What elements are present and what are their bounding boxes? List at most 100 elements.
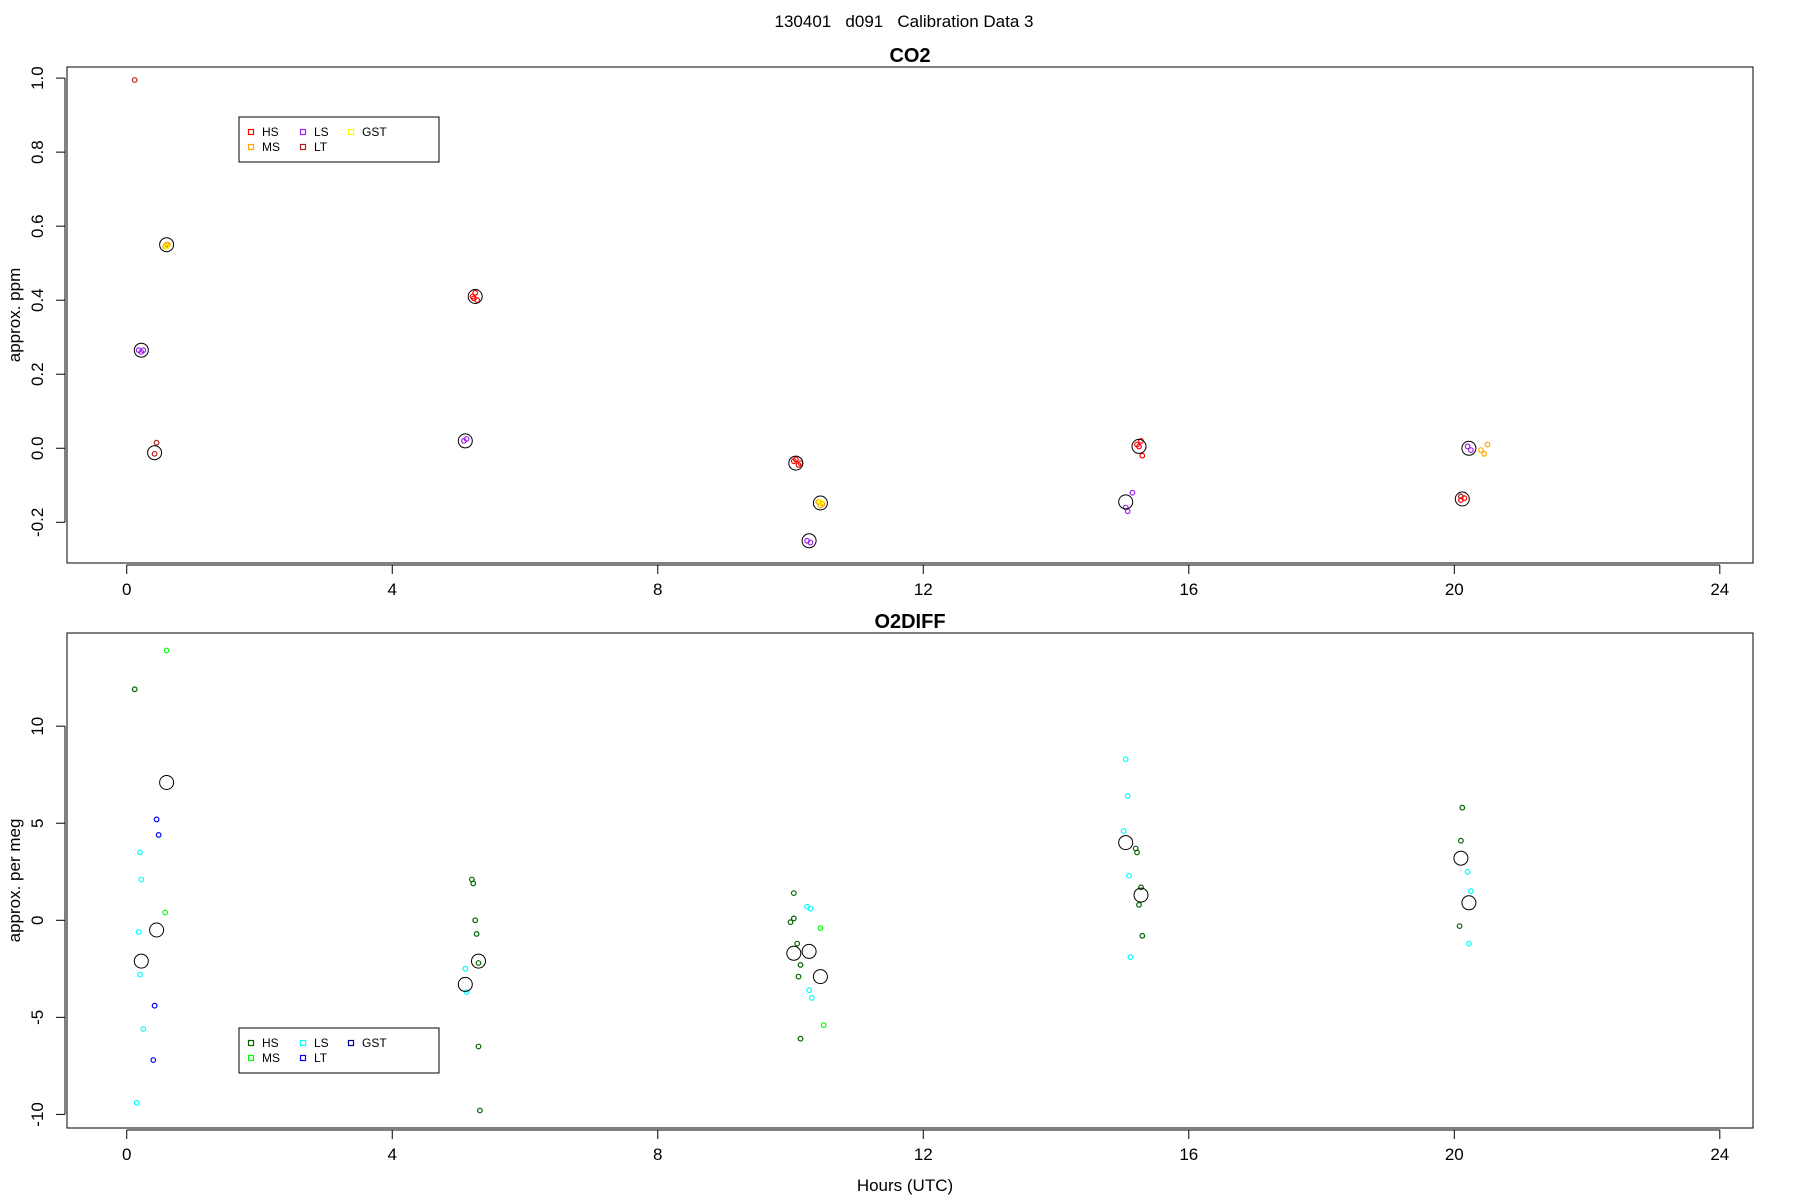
- mean-point: [159, 775, 175, 790]
- data-point-ls: [1127, 954, 1134, 961]
- data-point-ls: [140, 347, 147, 354]
- mean-point: [471, 953, 486, 969]
- y-tick-label: 0.0: [28, 436, 47, 460]
- data-point-hs: [794, 940, 801, 947]
- data-point-ls: [138, 876, 145, 883]
- data-point-ls: [1124, 793, 1131, 799]
- mean-point: [1454, 491, 1470, 507]
- y-tick-label: -5: [28, 1010, 47, 1025]
- data-point-ls: [807, 539, 814, 546]
- y-tick-label: 0.2: [28, 362, 47, 386]
- x-tick-label: 4: [388, 580, 397, 599]
- figure-title: 130401 d091 Calibration Data 3: [775, 12, 1034, 31]
- data-point-lt: [155, 832, 162, 838]
- data-point-ms: [162, 909, 169, 916]
- data-point-hs: [1457, 837, 1464, 844]
- data-point-hs: [797, 962, 804, 968]
- data-point-hs: [1456, 923, 1463, 929]
- x-tick-label: 12: [914, 580, 933, 599]
- data-point-ls: [140, 1026, 147, 1032]
- mean-point: [1118, 494, 1134, 510]
- data-point-gst: [163, 243, 170, 250]
- data-point-lt: [151, 1002, 158, 1009]
- mean-point: [1461, 895, 1477, 911]
- data-point-ls: [1126, 872, 1132, 879]
- data-point-hs: [1138, 884, 1144, 891]
- legend-marker-ls: [299, 128, 307, 136]
- legend-marker-ls: [299, 1039, 307, 1047]
- y-tick-label: 1.0: [28, 66, 47, 90]
- x-tick-label: 4: [388, 1145, 397, 1164]
- mean-point: [467, 289, 483, 304]
- data-point-hs: [477, 1107, 483, 1114]
- y-tick-label: -10: [28, 1102, 47, 1127]
- data-point-hs: [475, 960, 482, 966]
- x-tick-label: 20: [1445, 580, 1464, 599]
- data-point-ls: [806, 987, 812, 994]
- mean-point: [1453, 850, 1469, 866]
- data-point-ls: [137, 849, 143, 856]
- x-tick-label: 8: [653, 580, 662, 599]
- data-point-ls: [137, 971, 143, 978]
- x-tick-label: 16: [1179, 580, 1198, 599]
- data-point-hs: [475, 1043, 482, 1050]
- data-point-ls: [135, 929, 142, 935]
- legend-box: [238, 116, 440, 163]
- x-tick-label: 0: [122, 580, 131, 599]
- data-point-ls: [1464, 868, 1471, 875]
- data-point-gst: [817, 499, 824, 505]
- data-point-ls: [463, 989, 470, 995]
- mean-point: [147, 445, 163, 461]
- legend-marker-gst: [347, 1039, 355, 1047]
- data-point-ls: [462, 965, 469, 972]
- legend-box: [238, 1027, 440, 1074]
- data-point-hs: [470, 880, 477, 887]
- data-point-ls: [807, 905, 814, 912]
- data-point-hs: [787, 919, 794, 926]
- data-point-hs: [795, 973, 802, 980]
- data-point-ls: [1467, 447, 1474, 454]
- mean-point: [1133, 887, 1149, 903]
- data-point-ls: [1467, 888, 1474, 895]
- legend-marker-ms: [247, 1054, 255, 1062]
- y-tick-label: 0.4: [28, 288, 47, 312]
- legend-label: LT: [314, 1051, 328, 1065]
- data-point-lt: [131, 77, 138, 83]
- data-point-hs: [1136, 901, 1142, 908]
- plot-frame: [66, 632, 1754, 1129]
- panel-title: CO2: [889, 45, 930, 67]
- data-point-hs: [792, 456, 799, 463]
- data-point-lt: [151, 450, 158, 457]
- plot-frame: [66, 66, 1754, 564]
- x-tick-label: 20: [1445, 1145, 1464, 1164]
- data-point-lt: [150, 1057, 157, 1063]
- mean-point: [812, 495, 828, 511]
- data-point-ls: [1120, 828, 1127, 834]
- data-point-ms: [1477, 447, 1484, 454]
- data-point-hs: [1459, 804, 1466, 811]
- y-tick-label: 0.6: [28, 214, 47, 238]
- legend-label: LT: [314, 140, 328, 154]
- data-point-ls: [808, 995, 815, 1001]
- mean-point: [801, 943, 817, 959]
- co2-panel: CO2 0 4 8 12 16 20 24 -0.2 0.0 0.2 0.4 0.6 0.8 1.0 appr…: [5, 45, 1754, 599]
- data-point-hs: [797, 1035, 804, 1042]
- mean-point: [1131, 438, 1147, 454]
- data-point-ms: [163, 647, 170, 654]
- x-tick-label: 0: [122, 1145, 131, 1164]
- legend-label: MS: [262, 140, 280, 154]
- mean-point: [149, 922, 165, 938]
- panel-title: O2DIFF: [874, 611, 945, 633]
- y-tick-label: 10: [28, 717, 47, 736]
- data-point-hs: [1134, 849, 1140, 856]
- legend-label: MS: [262, 1051, 280, 1065]
- data-point-lt: [153, 816, 160, 823]
- legend-marker-hs: [247, 128, 255, 136]
- x-tick-label: 16: [1179, 1145, 1198, 1164]
- o2diff-panel: O2DIFF 0 4 8 12 16 20 24 -10 -5 0 5 10 approx. per me…: [5, 611, 1754, 1195]
- data-point-lt: [153, 439, 160, 446]
- legend-marker-lt: [299, 1054, 307, 1062]
- data-point-ls: [1464, 443, 1471, 450]
